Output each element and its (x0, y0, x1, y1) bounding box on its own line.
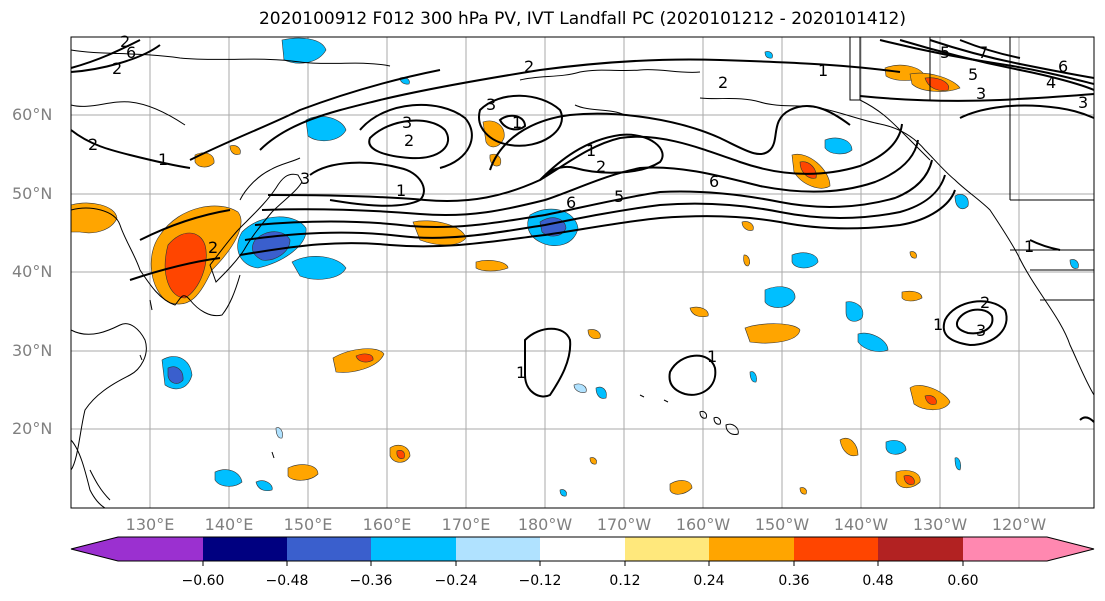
coastlines (70, 37, 1095, 509)
contour-label: 3 (1078, 93, 1088, 112)
colorbar-swatch (287, 537, 371, 561)
lon-label: 150°E (283, 515, 333, 534)
contour-label: 5 (968, 65, 978, 84)
colorbar-swatch (371, 537, 456, 561)
lat-label: 20°N (12, 419, 53, 438)
contour-label: 1 (586, 141, 596, 160)
contour-label: 1 (158, 150, 168, 169)
contour-label: 1 (512, 113, 522, 132)
map-title: 2020100912 F012 300 hPa PV, IVT Landfall… (258, 9, 906, 29)
contour-label: 2 (718, 73, 728, 92)
contour-label: 6 (709, 172, 719, 191)
ivt-contours (70, 39, 1095, 423)
contour-label: 2 (120, 32, 130, 51)
colorbar-tick-label: 0.36 (778, 573, 810, 589)
contour-label: 1 (516, 363, 526, 382)
lon-label: 160°W (675, 515, 731, 534)
colorbar (70, 536, 1095, 566)
pv-anomaly-shading (70, 37, 1079, 497)
contour-label: 4 (1046, 73, 1056, 92)
colorbar-swatch (118, 537, 203, 561)
colorbar-swatch (963, 537, 1047, 561)
contour-label: 1 (707, 347, 717, 366)
contour-label: 2 (404, 131, 414, 150)
lat-label: 60°N (12, 105, 53, 124)
colorbar-tick-label: −0.60 (181, 573, 225, 589)
lon-label: 130°W (912, 515, 968, 534)
lon-label: 150°W (754, 515, 810, 534)
contour-label: 1 (933, 315, 943, 334)
colorbar-outline (70, 536, 1095, 562)
lon-label: 140°E (204, 515, 254, 534)
islands (89, 299, 739, 501)
colorbar-swatch (1047, 537, 1094, 561)
contour-label: 6 (1058, 57, 1068, 76)
colorbar-tick-label: −0.12 (518, 573, 562, 589)
contour-label: 3 (402, 113, 412, 132)
colorbar-tick-label: −0.48 (265, 573, 309, 589)
contour-label: 7 (978, 43, 988, 62)
contour-label: 2 (980, 293, 990, 312)
colorbar-swatch (203, 537, 287, 561)
contour-label: 3 (300, 169, 310, 188)
lon-label: 130°E (125, 515, 175, 534)
map-frame (70, 36, 1095, 509)
contour-label: 2 (112, 59, 122, 78)
lon-label: 180°W (517, 515, 573, 534)
colorbar-swatch (625, 537, 709, 561)
lon-label: 160°E (362, 515, 412, 534)
contour-label: 2 (524, 57, 534, 76)
lat-label: 50°N (12, 184, 53, 203)
lat-label: 30°N (12, 341, 53, 360)
colorbar-swatch (709, 537, 794, 561)
contour-label: 1 (396, 181, 406, 200)
lon-label: 170°E (441, 515, 491, 534)
colorbar-tick-label: 0.60 (947, 573, 979, 589)
colorbar-tick-label: −0.24 (434, 573, 478, 589)
lon-label: 140°W (833, 515, 889, 534)
contour-label: 5 (940, 43, 950, 62)
lon-label: 170°W (596, 515, 652, 534)
contour-label: 2 (88, 135, 98, 154)
contour-label: 2 (596, 157, 606, 176)
contour-label: 1 (1024, 237, 1034, 256)
contour-label: 6 (126, 43, 136, 62)
contour-label: 5 (614, 187, 624, 206)
colorbar-swatch (456, 537, 540, 561)
colorbar-swatch (794, 537, 878, 561)
lat-label: 40°N (12, 262, 53, 281)
colorbar-swatch (878, 537, 963, 561)
colorbar-tick-label: −0.36 (349, 573, 393, 589)
contour-labels: 2 2 2 1 1 2 3 3 3 2 2 1 1 2 2 1 5 5 6 6 … (88, 32, 1088, 382)
colorbar-swatch (540, 537, 625, 561)
contour-label: 3 (976, 84, 986, 103)
colorbar-tick-label: 0.12 (609, 573, 641, 589)
colorbar-tick-label: 0.24 (693, 573, 725, 589)
contour-label: 3 (976, 321, 986, 340)
colorbar-swatch (71, 537, 118, 561)
contour-label: 6 (566, 193, 576, 212)
contour-label: 1 (818, 61, 828, 80)
lon-label: 120°W (991, 515, 1047, 534)
contour-label: 3 (486, 95, 496, 114)
contour-label: 2 (208, 238, 218, 257)
colorbar-tick-label: 0.48 (862, 573, 894, 589)
